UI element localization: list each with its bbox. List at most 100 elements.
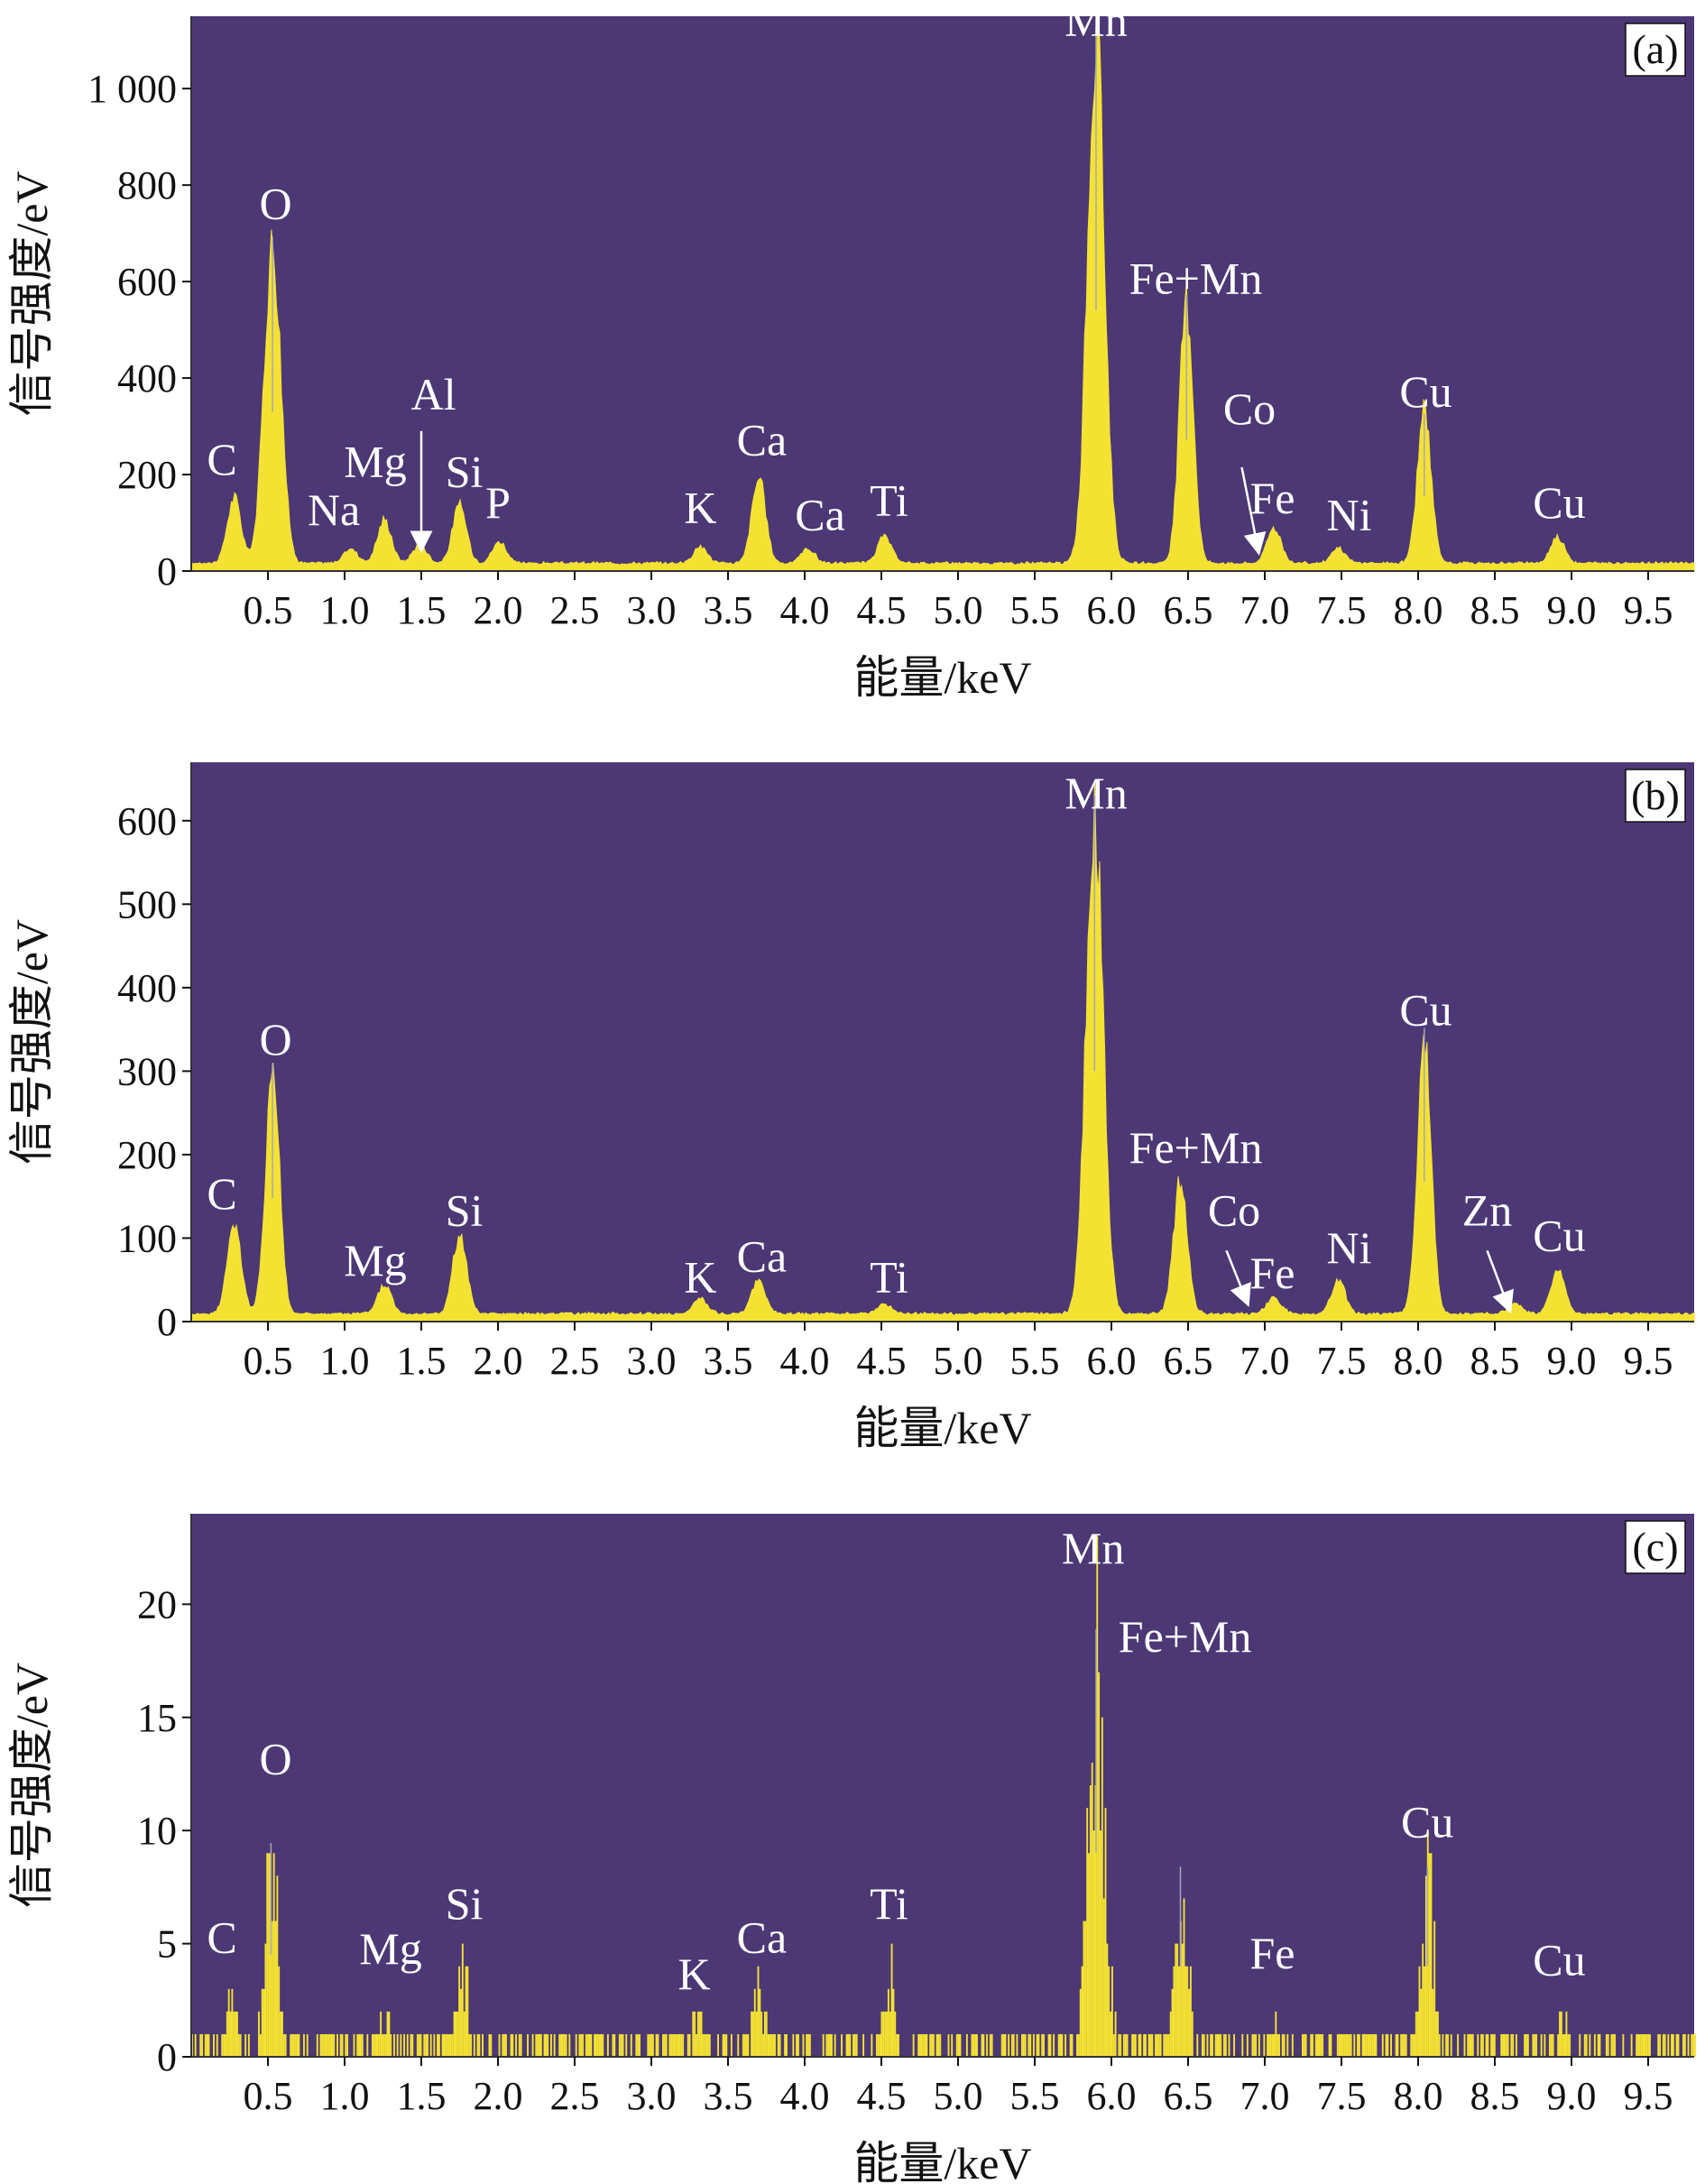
peak-label: Fe+Mn bbox=[1129, 253, 1263, 304]
spectrum-bar bbox=[1645, 2033, 1648, 2057]
spectrum-bar bbox=[991, 2033, 993, 2057]
peak-label: Ca bbox=[737, 415, 788, 465]
spectrum-bar bbox=[725, 2033, 728, 2057]
spectrum-bar bbox=[1428, 1853, 1431, 2057]
panel-tag-box bbox=[1625, 23, 1686, 77]
spectrum-bar bbox=[281, 2011, 283, 2057]
spectrum-bar bbox=[779, 2033, 781, 2057]
x-tick-label: 9.5 bbox=[1624, 588, 1673, 632]
spectrum-bar bbox=[396, 2033, 399, 2057]
spectrum-bar bbox=[333, 2033, 336, 2057]
spectrum-bar bbox=[353, 2033, 355, 2057]
y-tick-label: 400 bbox=[117, 966, 177, 1010]
spectrum-bar bbox=[1610, 2033, 1613, 2057]
spectrum-bar bbox=[649, 2033, 651, 2057]
spectrum-bar bbox=[1291, 2033, 1294, 2057]
spectrum-bar bbox=[1118, 2033, 1120, 2057]
spectrum-bar bbox=[1450, 2033, 1452, 2057]
spectrum-bar bbox=[677, 2033, 679, 2057]
spectrum-bar bbox=[339, 2033, 342, 2057]
spectrum-bar bbox=[233, 2011, 235, 2057]
spectrum-bar bbox=[272, 1853, 275, 2057]
spectrum-bar bbox=[955, 2033, 958, 2057]
y-tick-label: 200 bbox=[117, 1133, 177, 1177]
spectrum-bar bbox=[358, 2033, 361, 2057]
spectrum-bar bbox=[1320, 2033, 1323, 2057]
spectrum-bar bbox=[1002, 2033, 1005, 2057]
spectrum-bar bbox=[1550, 2033, 1553, 2057]
x-tick-label: 7.5 bbox=[1317, 588, 1367, 632]
spectrum-bar bbox=[578, 2033, 581, 2057]
peak-label: Na bbox=[308, 484, 360, 535]
spectrum-bar bbox=[1169, 2011, 1172, 2057]
spectrum-bar bbox=[1470, 2033, 1472, 2057]
spectrum-bar bbox=[1353, 2033, 1356, 2057]
spectrum-bar bbox=[1565, 2011, 1568, 2057]
spectrum-bar bbox=[841, 2033, 843, 2057]
spectrum-bar bbox=[1222, 2033, 1225, 2057]
x-tick-label: 8.0 bbox=[1394, 1339, 1443, 1383]
spectrum-bar bbox=[346, 2033, 349, 2057]
spectrum-bar bbox=[1021, 2033, 1023, 2057]
spectrum-bar bbox=[882, 2011, 885, 2057]
spectrum-bar bbox=[278, 1966, 281, 2057]
spectrum-bar bbox=[441, 2033, 444, 2057]
spectrum-bar bbox=[575, 2033, 577, 2057]
spectrum-bar bbox=[1579, 2033, 1581, 2057]
peak-label: Cu bbox=[1533, 1935, 1585, 1986]
spectrum-bar bbox=[1036, 2033, 1038, 2057]
spectrum-bar bbox=[1567, 2033, 1570, 2057]
spectrum-bar bbox=[1220, 2033, 1222, 2057]
spectrum-bar bbox=[429, 2033, 432, 2057]
spectrum-bar bbox=[490, 2033, 493, 2057]
spectrum-bar bbox=[774, 2033, 776, 2057]
peak-label: C bbox=[207, 434, 236, 484]
spectrum-bar bbox=[1367, 2033, 1369, 2057]
spectrum-bar bbox=[696, 2011, 699, 2057]
spectrum-bar bbox=[1278, 2033, 1280, 2057]
spectrum-bar bbox=[1049, 2033, 1052, 2057]
spectrum-bar bbox=[1069, 2033, 1072, 2057]
spectrum-bar bbox=[1649, 2033, 1651, 2057]
spectrum-bar bbox=[1004, 2033, 1007, 2057]
spectrum-bar bbox=[1469, 2033, 1470, 2057]
x-tick-label: 6.5 bbox=[1164, 588, 1213, 632]
spectrum-bar bbox=[284, 2033, 287, 2057]
spectrum-bar bbox=[213, 2033, 215, 2057]
spectrum-bar bbox=[1088, 1853, 1090, 2057]
x-tick-label: 6.0 bbox=[1087, 2074, 1137, 2118]
spectrum-bar bbox=[889, 2011, 891, 2057]
spectrum-bar bbox=[1286, 2033, 1289, 2057]
peak-label: Mg bbox=[344, 1235, 406, 1286]
spectrum-bar bbox=[1028, 2033, 1030, 2057]
spectrum-bar bbox=[931, 2033, 933, 2057]
spectrum-bar bbox=[1076, 2033, 1078, 2057]
peak-label: K bbox=[684, 1252, 716, 1303]
x-axis-title: 能量/keV bbox=[853, 652, 1031, 703]
spectrum-bar bbox=[1133, 2033, 1135, 2057]
peak-arrow bbox=[1240, 466, 1267, 556]
x-tick-label: 3.5 bbox=[704, 1339, 753, 1383]
spectrum-bar bbox=[503, 2033, 506, 2057]
spectrum-bar bbox=[1267, 2033, 1270, 2057]
spectrum-bar bbox=[1402, 2033, 1404, 2057]
spectrum-bar bbox=[264, 1943, 267, 2057]
spectrum-bar bbox=[1433, 1921, 1436, 2057]
spectrum-bar bbox=[708, 2033, 711, 2057]
spectrum-bar bbox=[1540, 2033, 1543, 2057]
spectrum-bar bbox=[1526, 2033, 1529, 2057]
x-tick-label: 3.0 bbox=[627, 1339, 677, 1383]
spectrum-bar bbox=[898, 2033, 899, 2057]
spectrum-bar bbox=[380, 2011, 382, 2057]
spectrum-bar bbox=[1672, 2033, 1674, 2057]
spectrum-bar bbox=[802, 2033, 805, 2057]
spectrum-bar bbox=[1422, 1943, 1424, 2057]
y-tick-label: 5 bbox=[157, 1922, 177, 1967]
peak-label: Mn bbox=[1064, 0, 1127, 45]
spectrum-bar bbox=[1181, 1943, 1184, 2057]
spectrum-bar bbox=[1636, 2033, 1638, 2057]
panel-tag-box bbox=[1625, 1520, 1686, 1574]
spectrum-bar bbox=[827, 2033, 830, 2057]
spectrum-bar bbox=[663, 2033, 666, 2057]
spectrum-bar bbox=[1607, 2033, 1609, 2057]
